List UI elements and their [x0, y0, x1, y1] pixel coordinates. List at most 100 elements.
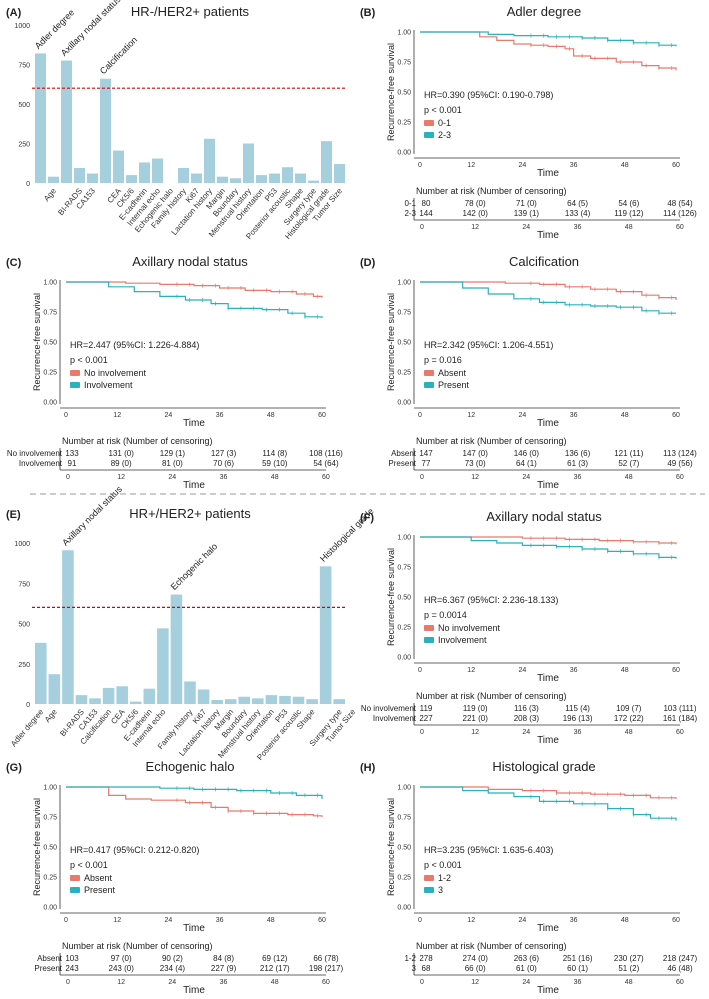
- risk-value: 196 (13): [563, 714, 593, 723]
- legend-swatch: [424, 887, 434, 893]
- bar: [265, 695, 278, 704]
- x-tick-label: 0: [418, 162, 422, 169]
- y-tick-label: 0.75: [397, 60, 411, 67]
- legend-label: Involvement: [438, 635, 487, 645]
- risk-x-tick: 0: [420, 979, 424, 986]
- risk-table-header: Number at risk (Number of censoring): [62, 941, 213, 951]
- x-tick-label: 48: [621, 917, 629, 924]
- y-tick-label: 1.00: [43, 280, 57, 287]
- risk-value: 234 (4): [160, 964, 186, 973]
- risk-x-tick: 24: [522, 224, 530, 231]
- risk-x-tick: 36: [220, 474, 228, 481]
- risk-value: 70 (6): [213, 459, 234, 468]
- risk-x-tick: 48: [625, 224, 633, 231]
- risk-value: 127 (3): [211, 449, 237, 458]
- risk-value: 77: [422, 459, 431, 468]
- bar: [35, 53, 46, 183]
- risk-x-tick: 12: [117, 474, 125, 481]
- x-tick-label: 36: [216, 412, 224, 419]
- risk-value: 68: [422, 964, 431, 973]
- x-tick-label: 36: [570, 917, 578, 924]
- y-tick-label: 0.75: [43, 815, 57, 822]
- risk-value: 221 (0): [463, 714, 489, 723]
- hazard-ratio: HR=3.235 (95%CI: 1.635-6.403): [424, 845, 553, 855]
- km-curve-red: [66, 786, 323, 817]
- x-tick-label: 24: [519, 667, 527, 674]
- p-value: p < 0.001: [70, 860, 108, 870]
- panel-label: (C): [6, 257, 22, 269]
- risk-value: 142 (0): [463, 209, 489, 218]
- risk-value: 212 (17): [260, 964, 290, 973]
- km-curve-teal: [66, 786, 323, 799]
- y-tick-label: 0.75: [397, 565, 411, 572]
- risk-row-label: Involvement: [373, 714, 417, 723]
- x-tick-label: 60: [672, 412, 680, 419]
- risk-value: 73 (0): [465, 459, 486, 468]
- risk-row-label: 2-3: [404, 209, 416, 218]
- risk-value: 71 (0): [516, 199, 537, 208]
- risk-value: 81 (0): [162, 459, 183, 468]
- bar: [126, 175, 137, 183]
- y-tick-label: 0: [26, 181, 30, 188]
- bar: [197, 689, 210, 704]
- x-axis-title: Time: [183, 923, 205, 934]
- legend-label: 3: [438, 885, 443, 895]
- x-tick-label: 0: [64, 412, 68, 419]
- risk-row-label: Present: [34, 964, 62, 973]
- risk-row-label: 0-1: [404, 199, 416, 208]
- risk-value: 91: [68, 459, 77, 468]
- km-panel-C: (C) Axillary nodal status 0.00 0.25 0.50 0.75…: [6, 254, 343, 491]
- bar: [230, 178, 241, 183]
- panel-label: (H): [360, 762, 376, 774]
- bar: [75, 695, 88, 704]
- panel-title: Echogenic halo: [146, 759, 235, 774]
- bar: [292, 696, 305, 704]
- risk-x-tick: 12: [471, 979, 479, 986]
- bar: [157, 628, 169, 704]
- y-tick-label: 1.00: [397, 785, 411, 792]
- risk-x-tick: 36: [574, 224, 582, 231]
- legend-label: 0-1: [438, 118, 451, 128]
- risk-value: 116 (3): [514, 704, 539, 713]
- bar: [204, 138, 215, 183]
- km-curve-red: [420, 31, 677, 71]
- legend-swatch: [424, 132, 434, 138]
- risk-row-label: Involvement: [19, 459, 63, 468]
- risk-x-axis-title: Time: [183, 480, 205, 491]
- panel-label: (A): [6, 7, 22, 19]
- risk-value: 61 (3): [567, 459, 588, 468]
- bar: [100, 78, 111, 183]
- x-tick-label: 60: [318, 917, 326, 924]
- legend-swatch: [424, 382, 434, 388]
- legend-label: No involvement: [84, 368, 147, 378]
- y-tick-label: 0.25: [397, 370, 411, 377]
- y-tick-label: 0.00: [43, 400, 57, 407]
- x-axis-title: Time: [537, 673, 559, 684]
- x-tick-label: 60: [672, 162, 680, 169]
- risk-x-tick: 60: [322, 979, 330, 986]
- risk-value: 60 (1): [567, 964, 588, 973]
- y-tick-label: 0.50: [43, 340, 57, 347]
- risk-x-tick: 36: [574, 979, 582, 986]
- risk-table-header: Number at risk (Number of censoring): [62, 436, 213, 446]
- y-tick-label: 1.00: [397, 535, 411, 542]
- risk-value: 115 (4): [565, 704, 590, 713]
- risk-value: 54 (6): [618, 199, 639, 208]
- legend-swatch: [424, 875, 434, 881]
- y-tick-label: 0.50: [397, 90, 411, 97]
- bar: [279, 695, 291, 704]
- bar: [48, 674, 61, 704]
- legend-swatch: [424, 370, 434, 376]
- bar: [282, 167, 293, 183]
- y-tick-label: 0.00: [397, 150, 411, 157]
- y-tick-label: 0.00: [43, 905, 57, 912]
- risk-x-tick: 36: [574, 729, 582, 736]
- panel-title: Calcification: [509, 254, 579, 269]
- y-tick-label: 0.75: [43, 310, 57, 317]
- x-tick-label: 36: [570, 162, 578, 169]
- risk-value: 114 (126): [663, 209, 697, 218]
- risk-x-axis-title: Time: [183, 985, 205, 996]
- x-tick-label: 12: [467, 162, 475, 169]
- y-tick-label: 0.25: [397, 875, 411, 882]
- risk-value: 208 (3): [514, 714, 540, 723]
